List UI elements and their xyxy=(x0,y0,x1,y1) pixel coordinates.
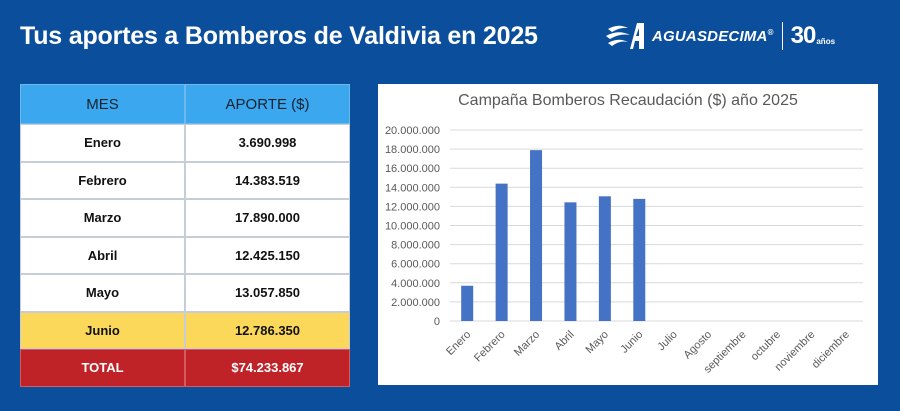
table-header-row: MES APORTE ($) xyxy=(20,84,350,124)
y-tick-label: 20.000.000 xyxy=(385,125,440,137)
aguasdecima-logo: AGUASDECIMA® 30 años xyxy=(604,18,894,54)
bar xyxy=(564,202,577,321)
amount-cell: 13.057.850 xyxy=(185,274,350,312)
x-tick-label: Agosto xyxy=(682,329,715,362)
x-tick-label: Abril xyxy=(553,329,577,353)
month-cell: Marzo xyxy=(20,199,185,237)
amount-cell: 14.383.519 xyxy=(185,161,350,199)
amount-cell: 17.890.000 xyxy=(185,199,350,237)
bar xyxy=(598,196,611,321)
bar-chart: 0 2.000.000 4.000.000 6.000.000 8.000.000 10.… xyxy=(385,125,863,376)
x-tick-label: Mayo xyxy=(583,329,611,357)
aportes-table: MES APORTE ($) Enero 3.690.998 Febrero 1… xyxy=(20,84,350,387)
y-tick-label: 2.000.000 xyxy=(391,297,440,309)
x-tick-label: Junio xyxy=(618,329,645,356)
y-tick-label: 6.000.000 xyxy=(391,259,440,271)
table-row: Marzo 17.890.000 xyxy=(20,199,350,237)
total-label: TOTAL xyxy=(20,349,185,387)
bar xyxy=(495,183,508,321)
logo-years: 30 xyxy=(790,22,817,49)
x-tick-label: Marzo xyxy=(512,329,542,359)
page-title: Tus aportes a Bomberos de Valdivia en 20… xyxy=(20,22,538,50)
month-cell: Abril xyxy=(20,236,185,274)
x-tick-label: Julio xyxy=(655,329,679,353)
y-tick-label: 10.000.000 xyxy=(385,221,440,233)
chart-title: Campaña Bomberos Recaudación ($) año 202… xyxy=(458,92,798,109)
column-header-aporte: APORTE ($) xyxy=(185,84,350,124)
bar xyxy=(530,150,543,321)
y-tick-label: 18.000.000 xyxy=(385,144,440,156)
bar xyxy=(633,198,646,321)
y-tick-label: 4.000.000 xyxy=(391,278,440,290)
table-total-row: TOTAL $74.233.867 xyxy=(20,349,350,387)
logo-brand-text: AGUASDECIMA® xyxy=(652,27,774,45)
month-cell: Enero xyxy=(20,124,185,162)
x-tick-label: diciembre xyxy=(810,329,852,371)
month-cell: Febrero xyxy=(20,161,185,199)
y-tick-label: 14.000.000 xyxy=(385,182,440,194)
chart-panel: Campaña Bomberos Recaudación ($) año 202… xyxy=(378,84,878,385)
amount-cell: 12.425.150 xyxy=(185,236,350,274)
logo-anos: años xyxy=(816,36,836,46)
aguasdecima-logo-icon xyxy=(606,23,644,49)
month-cell: Mayo xyxy=(20,274,185,312)
y-tick-label: 16.000.000 xyxy=(385,163,440,175)
amount-cell: 3.690.998 xyxy=(185,124,350,162)
table-row: Febrero 14.383.519 xyxy=(20,161,350,199)
x-tick-label: octubre xyxy=(749,329,783,363)
y-tick-label: 12.000.000 xyxy=(385,201,440,213)
table-row: Abril 12.425.150 xyxy=(20,236,350,274)
table-row-highlighted: Junio 12.786.350 xyxy=(20,311,350,349)
column-header-mes: MES xyxy=(20,84,185,124)
table-row: Mayo 13.057.850 xyxy=(20,274,350,312)
x-tick-label: Febrero xyxy=(472,329,508,365)
table-row: Enero 3.690.998 xyxy=(20,124,350,162)
month-cell: Junio xyxy=(20,311,185,349)
bar xyxy=(461,285,474,321)
x-tick-label: Enero xyxy=(444,329,473,358)
y-tick-label: 8.000.000 xyxy=(391,240,440,252)
amount-cell: 12.786.350 xyxy=(185,311,350,349)
y-tick-label: 0 xyxy=(434,316,440,328)
logo-divider xyxy=(781,22,783,50)
total-value: $74.233.867 xyxy=(185,349,350,387)
